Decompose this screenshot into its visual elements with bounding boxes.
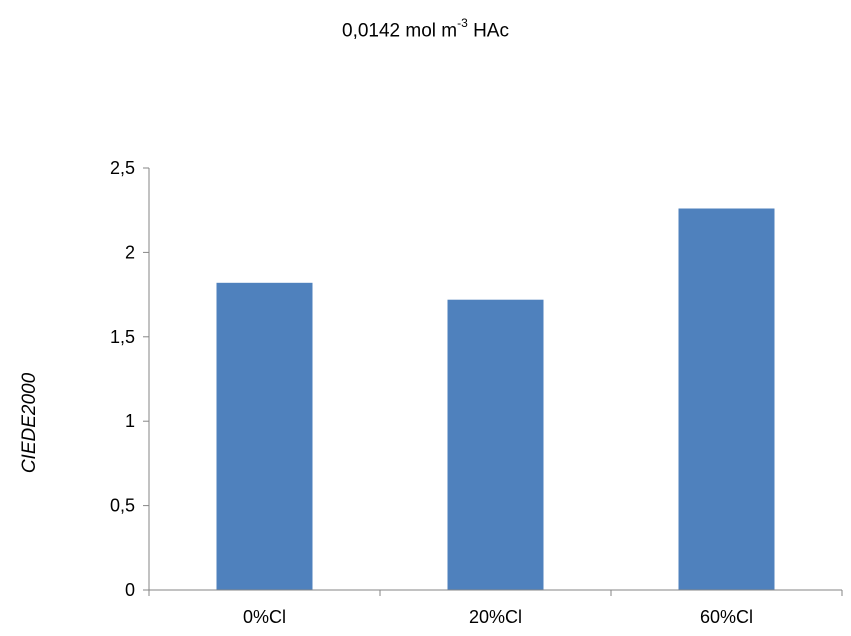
bar-2 [678,208,775,590]
axes-group [143,167,843,596]
x-tick-label-2: 60%Cl [700,607,753,627]
y-tick-label-4: 2 [125,242,135,262]
y-tick-label-0: 0 [125,580,135,600]
bar-0 [216,282,313,590]
chart-title: 0,0142 mol m-3 HAc [0,16,851,42]
y-tick-label-1: 0,5 [110,496,135,516]
y-tick-label-5: 2,5 [110,158,135,178]
tick-labels-group: 0 0,5 1 1,5 2 2,5 0%Cl 20%Cl 60%Cl [110,158,753,627]
bar-1 [447,299,544,590]
x-tick-label-0: 0%Cl [243,607,286,627]
y-tick-label-2: 1 [125,411,135,431]
y-tick-label-3: 1,5 [110,327,135,347]
bars-group [216,208,775,590]
chart-title-suffix: HAc [467,20,509,42]
chart-title-superscript: -3 [457,16,468,30]
x-tick-label-1: 20%Cl [469,607,522,627]
y-axis-title: CIEDE2000 [19,372,40,473]
chart-title-main: 0,0142 mol m [342,20,458,42]
